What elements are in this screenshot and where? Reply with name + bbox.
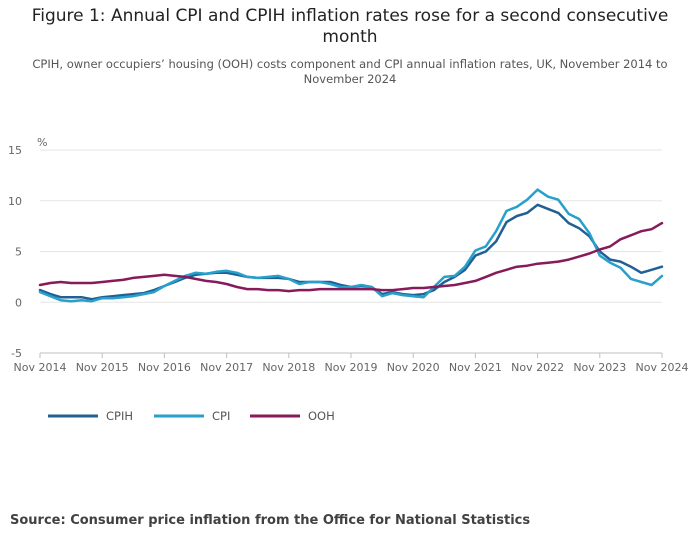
x-tick-label: Nov 2017 — [200, 361, 253, 374]
source-note: Source: Consumer price inflation from th… — [10, 513, 531, 528]
legend-label-ooh[interactable]: OOH — [308, 409, 335, 423]
x-tick-label: Nov 2020 — [387, 361, 440, 374]
x-tick-label: Nov 2022 — [511, 361, 564, 374]
chart-title: Figure 1: Annual CPI and CPIH inflation … — [31, 6, 669, 47]
x-tick-label: Nov 2015 — [76, 361, 129, 374]
legend-label-cpi[interactable]: CPI — [212, 409, 230, 423]
x-tick-label: Nov 2024 — [636, 361, 689, 374]
x-tick-label: Nov 2023 — [573, 361, 626, 374]
legend: CPIH CPI OOH — [48, 409, 335, 423]
y-tick-label: 10 — [8, 195, 22, 208]
chart-subtitle: CPIH, owner occupiers’ housing (OOH) cos… — [32, 57, 668, 86]
y-tick-label: -5 — [11, 347, 22, 360]
y-tick-label: 5 — [15, 246, 22, 259]
series-lines — [38, 188, 664, 303]
series-line-cpi — [38, 188, 664, 303]
x-tick-label: Nov 2021 — [449, 361, 502, 374]
legend-label-cpih[interactable]: CPIH — [106, 409, 133, 423]
grid-lines — [40, 149, 662, 354]
x-tick-label: Nov 2018 — [262, 361, 315, 374]
x-tick-label: Nov 2016 — [138, 361, 191, 374]
x-tick-label: Nov 2019 — [325, 361, 378, 374]
y-axis-unit: % — [37, 136, 47, 149]
series-line-ooh — [38, 221, 664, 293]
y-tick-label: 0 — [15, 296, 22, 309]
y-axis: 15 10 5 0 -5% — [8, 136, 47, 360]
x-axis: Nov 2014 Nov 2015 Nov 2016 Nov 2017 Nov 2018… — [14, 352, 689, 374]
x-tick-label: Nov 2014 — [14, 361, 67, 374]
y-tick-label: 15 — [8, 144, 22, 157]
